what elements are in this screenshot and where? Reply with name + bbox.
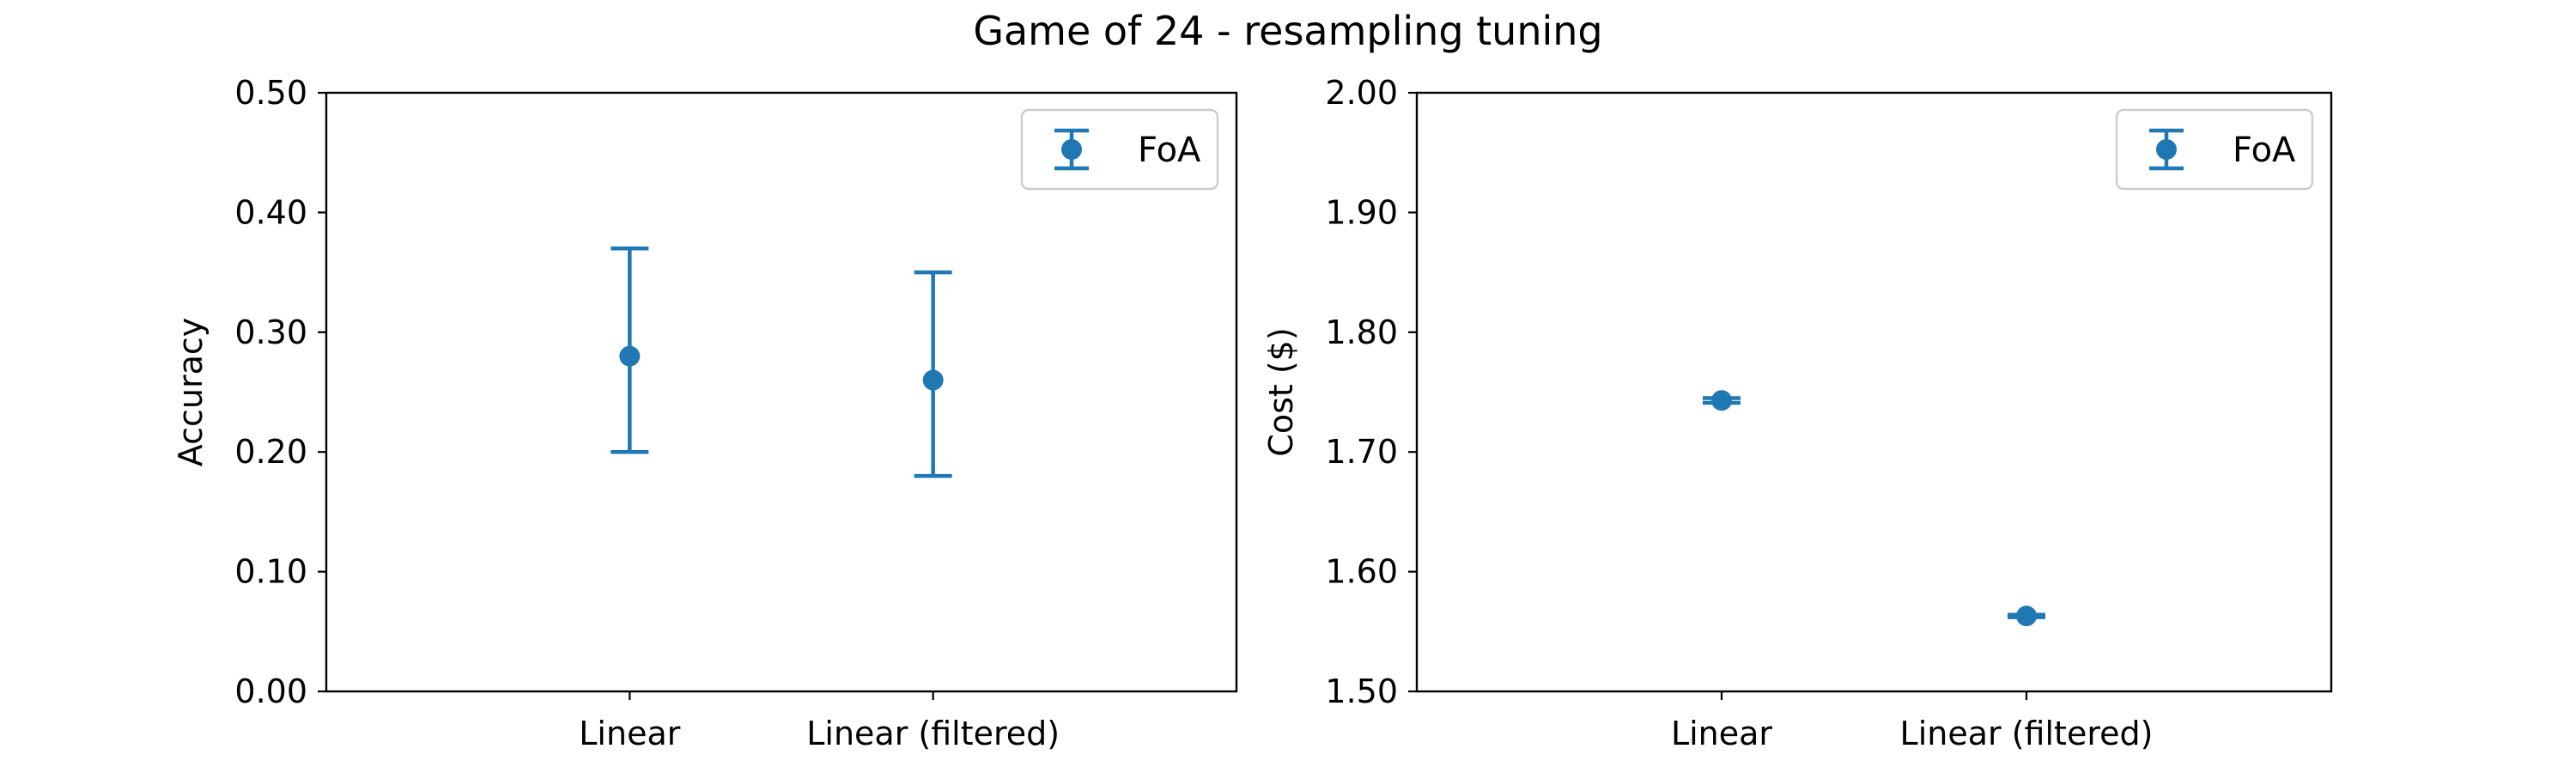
y-tick-label: 0.30 <box>234 313 307 351</box>
y-tick-label: 0.50 <box>234 74 307 112</box>
x-tick-label: Linear (filtered) <box>1900 715 2154 752</box>
y-axis-label: Cost ($) <box>1262 327 1300 456</box>
plot-frame <box>325 91 1238 693</box>
y-tick-label: 1.50 <box>1325 673 1398 710</box>
y-tick-label: 1.70 <box>1325 433 1398 471</box>
y-tick-label: 1.60 <box>1325 553 1398 591</box>
data-point <box>2016 606 2037 627</box>
figure-title: Game of 24 - resampling tuning <box>973 8 1602 54</box>
y-axis-label: Accuracy <box>172 318 210 467</box>
legend: FoA <box>1020 108 1219 191</box>
plot-frame <box>1415 91 2333 693</box>
cost-panel: 1.50 1.60 1.70 1.80 1.90 2.00 Linear Linear (fi… <box>1262 74 2333 752</box>
data-point <box>922 369 944 391</box>
y-tick-label: 0.10 <box>234 553 307 591</box>
y-tick-label: 0.00 <box>234 673 307 710</box>
y-tick-label: 0.20 <box>234 433 307 471</box>
y-tick-label: 1.90 <box>1325 193 1398 231</box>
legend: FoA <box>2115 108 2314 191</box>
data-point <box>1711 390 1732 411</box>
legend-label: FoA <box>1138 131 1201 170</box>
x-tick-label: Linear <box>579 715 680 752</box>
x-tick-label: Linear <box>1671 715 1772 752</box>
y-tick-label: 1.80 <box>1325 313 1398 351</box>
y-tick-label: 2.00 <box>1325 74 1398 112</box>
legend-label: FoA <box>2233 131 2296 170</box>
data-point <box>619 345 641 367</box>
y-tick-label: 0.40 <box>234 193 307 231</box>
accuracy-panel: 0.00 0.10 0.20 0.30 0.40 0.50 Linear Linear (fi… <box>172 74 1238 752</box>
legend-marker <box>1061 139 1082 160</box>
legend-marker <box>2156 139 2177 160</box>
x-tick-label: Linear (filtered) <box>806 715 1060 752</box>
